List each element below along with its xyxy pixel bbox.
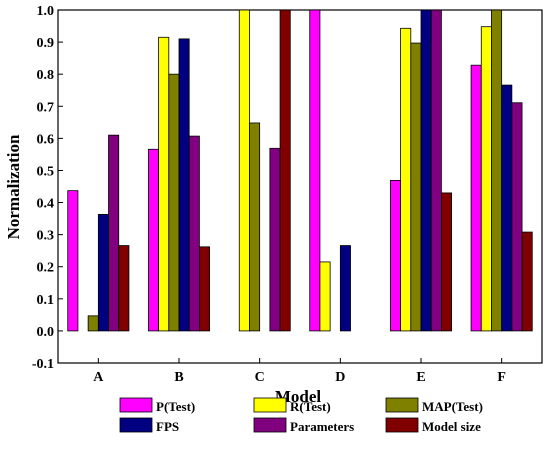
legend-swatch [119,417,153,433]
bars-layer [67,9,533,332]
bar-F-parameters [511,102,523,332]
y-tick-label: 0.7 [37,100,55,115]
x-tick-label: E [416,370,425,385]
bar-A-model-size [118,245,130,332]
bar-C-model-size [279,9,291,332]
bar-E-r-test- [400,27,412,332]
bar-C-map-test- [249,122,261,332]
legend-label: Model size [422,419,481,434]
y-tick-label: 0.1 [37,293,55,308]
y-tick-label: 0.0 [37,325,55,340]
bar-E-model-size [440,192,452,332]
y-tick-label: 0.9 [37,36,55,51]
bar-F-map-test- [491,9,503,332]
x-tick-label: D [335,370,345,385]
legend-swatch [253,397,287,413]
legend-label: MAP(Test) [422,399,483,414]
bar-A-parameters [108,134,120,332]
legend-swatch [253,417,287,433]
legend-label: R(Test) [290,399,331,414]
legend-label: Parameters [290,419,354,434]
bar-A-fps [97,214,109,332]
bar-B-r-test- [158,36,170,332]
bar-C-parameters [269,147,281,332]
legend-label: P(Test) [156,399,195,414]
x-tick-label: C [255,370,265,385]
x-axis-title: Model [275,387,322,406]
y-tick-label: 0.3 [37,229,55,244]
y-tick-label: 0.5 [37,164,55,179]
bar-E-parameters [430,9,442,332]
bar-D-r-test- [319,261,331,332]
legend-swatch [385,417,419,433]
plot-frame [57,9,543,364]
bar-F-model-size [521,231,533,332]
x-tick-label: F [497,370,506,385]
y-axis-title: Normalization [4,134,23,239]
y-tick-label: 0.6 [37,132,55,147]
bar-F-fps [501,84,513,332]
bar-D-fps [339,245,351,332]
legend-swatch [385,397,419,413]
legend: P(Test) R(Test) MAP(Test) FPS Parameters Mode… [119,397,483,434]
bar-E-fps [420,9,432,332]
y-tick-label: 0.2 [37,261,55,276]
bar-B-parameters [188,135,200,332]
bar-E-map-test- [410,42,422,332]
x-axis: A B C D E F [93,358,506,385]
bar-D-p-test- [309,9,321,332]
bar-F-r-test- [480,26,492,332]
bar-A-map-test- [87,315,99,332]
bar-B-p-test- [147,148,159,332]
bar-B-model-size [198,246,210,332]
bar-C-r-test- [238,9,250,332]
y-tick-label: 0.8 [37,68,55,83]
y-tick-label: -0.1 [32,357,54,372]
y-axis: -0.1 0.0 0.1 0.2 0.3 0.4 0.5 0.6 0.7 0.8 0.9 1.0 [32,4,63,372]
y-tick-label: 0.4 [37,197,55,212]
y-tick-label: 1.0 [37,4,55,19]
x-tick-label: A [93,370,104,385]
bar-E-p-test- [389,180,401,332]
bar-B-fps [178,38,190,332]
legend-swatch [119,397,153,413]
legend-label: FPS [156,419,179,434]
bar-B-map-test- [168,73,180,332]
bar-F-p-test- [470,64,482,332]
x-tick-label: B [174,370,183,385]
bar-A-p-test- [67,190,79,332]
